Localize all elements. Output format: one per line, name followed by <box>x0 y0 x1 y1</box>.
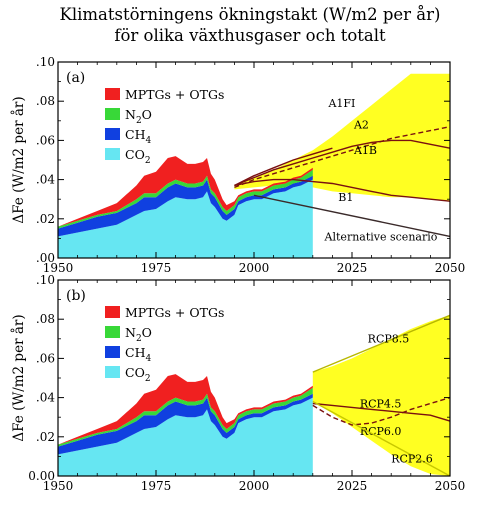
y-tick-label: .04 <box>36 173 55 187</box>
scenario-label-rcp6-0: RCP6.0 <box>360 425 402 438</box>
legend-label: CO2 <box>125 147 151 166</box>
panel-label: (b) <box>66 288 86 304</box>
area-co2 <box>58 397 313 476</box>
legend-label: MPTGs + OTGs <box>125 305 224 320</box>
legend-swatch <box>105 108 120 120</box>
legend-swatch <box>105 128 120 140</box>
x-tick-label: 2050 <box>435 261 466 275</box>
y-tick-label: .02 <box>36 212 55 226</box>
area-ch4 <box>58 175 313 237</box>
legend-swatch <box>105 148 120 160</box>
x-tick-label: 1950 <box>43 261 74 275</box>
y-axis-label: ΔFe (W/m2 per år) <box>11 96 27 223</box>
y-tick-label: .10 <box>36 273 55 287</box>
area-co2 <box>58 179 313 258</box>
panel-b: RCP8.5 RCP4.5 RCP6.0 RCP2.6 1950 1975 2000 2025… <box>11 273 465 493</box>
y-tick-label: .08 <box>36 312 55 326</box>
scenario-line-rcp2-6 <box>312 400 451 477</box>
scenario-label-a2: A2 <box>353 119 369 132</box>
area-ch4 <box>58 393 313 455</box>
legend-label: CH4 <box>125 345 151 364</box>
scenario-label-a1fi: A1FI <box>327 97 355 110</box>
y-tick-label: .02 <box>36 430 55 444</box>
legend-label: N2O <box>125 107 152 126</box>
scenario-line-b1 <box>234 178 451 202</box>
legend-swatch <box>105 366 120 378</box>
scenario-label-b1: B1 <box>338 191 353 204</box>
x-tick-label: 2000 <box>239 261 270 275</box>
chart-title: Klimatstörningens ökningstakt (W/m2 per … <box>0 4 500 46</box>
legend-swatch <box>105 88 120 100</box>
scenario-line-a1b <box>234 139 451 187</box>
legend-swatch <box>105 306 120 318</box>
legend-label: MPTGs + OTGs <box>125 87 224 102</box>
y-tick-label: .08 <box>36 94 55 108</box>
scenario-label-alternative-scenario: Alternative scenario <box>324 230 438 243</box>
x-tick-label: 2025 <box>337 261 368 275</box>
scenario-line-rcp4-5 <box>312 402 451 422</box>
legend-label: CO2 <box>125 365 151 384</box>
y-tick-label: 0.00 <box>28 469 55 483</box>
y-tick-label: .04 <box>36 391 55 405</box>
scenario-line-rcp6-0 <box>312 396 451 426</box>
area-mptgs-otgs <box>58 374 313 445</box>
y-axis-label: ΔFe (W/m2 per år) <box>11 314 27 441</box>
title-line-1: Klimatstörningens ökningstakt (W/m2 per … <box>59 5 441 24</box>
scenario-line-a1fi <box>234 147 333 187</box>
x-tick-label: 2050 <box>435 479 466 493</box>
legend-label: CH4 <box>125 127 151 146</box>
legend-label: N2O <box>125 325 152 344</box>
legend-swatch <box>105 326 120 338</box>
x-tick-label: 1975 <box>141 261 172 275</box>
scenario-label-rcp4-5: RCP4.5 <box>360 397 402 410</box>
title-line-2: för olika växthusgaser och totalt <box>114 26 386 45</box>
scenario-band <box>234 73 450 202</box>
area-mptgs-otgs <box>58 156 313 227</box>
legend-swatch <box>105 346 120 358</box>
y-tick-label: .10 <box>36 55 55 69</box>
y-tick-label: .00 <box>36 251 55 265</box>
scenario-label-rcp8-5: RCP8.5 <box>368 333 410 346</box>
panel-a: A1FI A2 A1B B1 Alternative scenario 1950 1975 2… <box>11 55 465 275</box>
scenario-label-rcp2-6: RCP2.6 <box>391 452 433 465</box>
x-tick-label: 1975 <box>141 479 172 493</box>
panel-label: (a) <box>66 70 85 86</box>
x-tick-label: 1950 <box>43 479 74 493</box>
x-tick-label: 2025 <box>337 479 368 493</box>
x-tick-label: 2000 <box>239 479 270 493</box>
scenario-line-alternative-scenario <box>253 194 451 238</box>
scenario-line-rcp8-5 <box>312 314 451 373</box>
scenario-label-a1b: A1B <box>353 144 377 157</box>
scenario-line-a2 <box>234 126 451 189</box>
y-tick-label: .06 <box>36 351 55 365</box>
scenario-band <box>312 315 450 476</box>
y-tick-label: .06 <box>36 133 55 147</box>
